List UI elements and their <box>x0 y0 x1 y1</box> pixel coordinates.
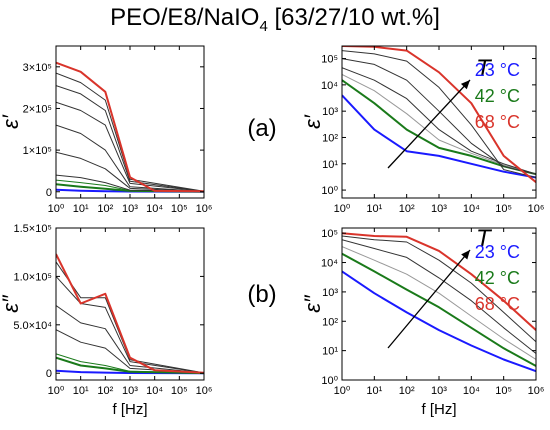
x-axis-label-eps2-log: f [Hz] <box>421 401 456 418</box>
series-line-eps1-log-4 <box>342 58 536 175</box>
x-tick-label-eps1-linear-5: 10⁵ <box>171 203 188 215</box>
title-main: PEO/E8/NaIO <box>110 4 260 31</box>
series-line-eps2-log-3 <box>342 239 536 354</box>
x-tick-label-eps2-linear-1: 10¹ <box>73 385 89 397</box>
series-line-eps1-linear-6 <box>56 101 204 192</box>
x-tick-label-eps2-log-4: 10⁴ <box>463 385 480 397</box>
x-tick-label-eps2-log-5: 10⁵ <box>495 385 512 397</box>
title-rest: [63/27/10 wt.%] <box>267 4 440 31</box>
x-tick-label-eps1-linear-6: 10⁶ <box>196 203 213 215</box>
series-line-eps1-linear-7 <box>56 85 204 192</box>
y-tick-label-eps1-linear-2: 2×10⁵ <box>23 103 52 115</box>
series-line-eps2-linear-2 <box>56 353 204 374</box>
title-subscript: 4 <box>259 17 268 35</box>
legend-entry-0-1: 42 °C <box>475 86 520 106</box>
y-tick-label-eps1-log-5: 10⁵ <box>321 54 338 66</box>
series-line-eps2-linear-3 <box>56 329 204 374</box>
x-axis-label-eps2-linear: f [Hz] <box>112 401 147 418</box>
series-line-eps1-log-5 <box>342 50 536 178</box>
x-tick-label-eps2-linear-6: 10⁶ <box>196 385 213 397</box>
series-line-eps1-linear-5 <box>56 124 204 192</box>
temperature-arrow-0 <box>387 79 471 169</box>
temperature-label-0: T <box>476 55 493 82</box>
x-tick-label-eps1-log-3: 10³ <box>431 203 447 215</box>
x-tick-label-eps2-log-0: 10⁰ <box>334 385 351 397</box>
series-line-eps1-log-2 <box>342 73 536 175</box>
y-tick-label-eps1-log-3: 10³ <box>322 106 338 118</box>
y-axis-label-eps2-linear: ε″ <box>0 294 23 313</box>
series-line-eps1-linear-9 <box>56 61 204 193</box>
series-line-eps1-linear-4 <box>56 151 204 192</box>
x-tick-label-eps1-log-0: 10⁰ <box>334 203 351 215</box>
x-tick-label-eps2-linear-3: 10³ <box>122 385 138 397</box>
y-axis-label-eps1-linear: ε′ <box>0 114 23 129</box>
y-tick-label-eps1-log-1: 10¹ <box>322 159 338 171</box>
legend-entry-1-0: 23 °C <box>475 242 520 262</box>
x-tick-label-eps1-log-6: 10⁶ <box>528 203 545 215</box>
legend-entry-0-2: 68 °C <box>475 112 520 132</box>
series-line-eps2-log-0 <box>342 270 536 373</box>
x-tick-label-eps2-log-6: 10⁶ <box>528 385 545 397</box>
y-tick-label-eps2-linear-0: 0 <box>46 368 52 380</box>
series-line-eps2-linear-7 <box>56 253 204 374</box>
y-tick-label-eps1-log-2: 10² <box>322 132 338 144</box>
legend-entry-1-2: 68 °C <box>475 294 520 314</box>
y-tick-label-eps1-linear-0: 0 <box>46 187 52 199</box>
temperature-arrow-head-0 <box>460 80 470 90</box>
y-tick-label-eps2-linear-1: 5.0×10⁴ <box>13 320 52 332</box>
x-tick-label-eps2-linear-4: 10⁴ <box>146 385 163 397</box>
temperature-arrow-1 <box>387 249 471 349</box>
x-tick-label-eps1-log-1: 10¹ <box>366 203 382 215</box>
y-tick-label-eps2-log-1: 10¹ <box>322 346 338 358</box>
temperature-arrow-head-1 <box>461 250 470 260</box>
y-tick-label-eps2-log-0: 10⁰ <box>321 375 338 387</box>
x-tick-label-eps2-log-3: 10³ <box>431 385 447 397</box>
y-tick-label-eps1-log-0: 10⁰ <box>321 185 338 197</box>
y-tick-label-eps1-log-4: 10⁴ <box>321 80 338 92</box>
y-tick-label-eps2-log-2: 10² <box>322 316 338 328</box>
series-line-eps2-linear-4 <box>56 305 204 374</box>
x-tick-label-eps2-linear-2: 10² <box>97 385 113 397</box>
x-tick-label-eps1-linear-0: 10⁰ <box>48 203 65 215</box>
x-tick-label-eps2-log-2: 10² <box>399 385 415 397</box>
temperature-label-1: T <box>476 225 493 252</box>
series-line-eps1-log-0 <box>342 94 536 179</box>
x-tick-label-eps1-linear-1: 10¹ <box>73 203 89 215</box>
y-tick-label-eps1-linear-3: 3×10⁵ <box>23 62 52 74</box>
series-line-eps2-log-4 <box>342 235 536 343</box>
panel-label-b: (b) <box>247 281 276 308</box>
x-tick-label-eps1-linear-4: 10⁴ <box>146 203 163 215</box>
x-tick-label-eps1-log-2: 10² <box>399 203 415 215</box>
x-tick-label-eps2-log-1: 10¹ <box>366 385 382 397</box>
legend-entry-0-0: 23 °C <box>475 60 520 80</box>
y-tick-label-eps2-log-4: 10⁴ <box>321 258 338 270</box>
y-axis-label-eps2-log: ε″ <box>300 294 325 313</box>
series-line-eps2-log-5 <box>342 232 536 331</box>
panel-label-a: (a) <box>247 115 276 142</box>
series-line-eps1-log-3 <box>342 67 536 175</box>
x-tick-label-eps2-linear-5: 10⁵ <box>171 385 188 397</box>
x-tick-label-eps1-log-5: 10⁵ <box>495 203 512 215</box>
y-tick-label-eps2-log-3: 10³ <box>322 287 338 299</box>
y-tick-label-eps2-linear-3: 1.5×10⁵ <box>13 223 52 235</box>
legend-entry-1-1: 42 °C <box>475 268 520 288</box>
series-line-eps2-log-2 <box>342 246 536 360</box>
y-tick-label-eps2-log-5: 10⁵ <box>321 228 338 240</box>
x-tick-label-eps1-log-4: 10⁴ <box>463 203 480 215</box>
series-line-eps2-linear-5 <box>56 276 204 374</box>
y-tick-label-eps2-linear-2: 1.0×10⁵ <box>13 271 52 283</box>
y-tick-label-eps1-linear-1: 1×10⁵ <box>23 145 52 157</box>
x-tick-label-eps1-linear-3: 10³ <box>122 203 138 215</box>
y-axis-label-eps1-log: ε′ <box>300 114 325 129</box>
figure-title: PEO/E8/NaIO4 [63/27/10 wt.%] <box>0 4 550 35</box>
series-line-eps1-linear-8 <box>56 72 204 192</box>
x-tick-label-eps1-linear-2: 10² <box>97 203 113 215</box>
series-line-eps2-log-1 <box>342 252 536 367</box>
x-tick-label-eps2-linear-0: 10⁰ <box>48 385 65 397</box>
